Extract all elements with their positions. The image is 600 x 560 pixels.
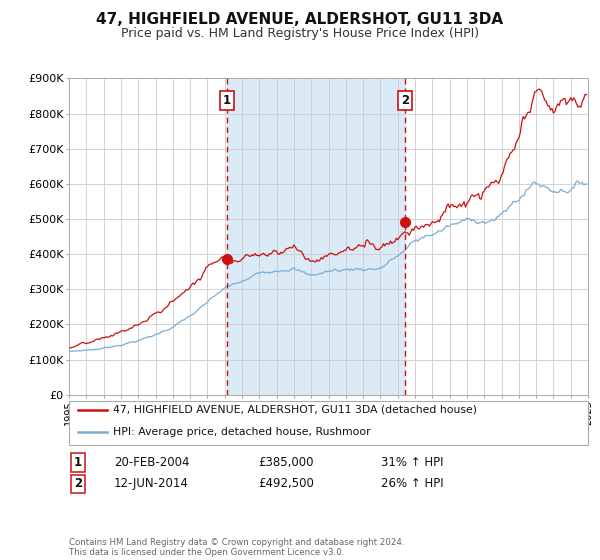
Text: 20-FEB-2004: 20-FEB-2004 [114, 456, 190, 469]
Text: £385,000: £385,000 [258, 456, 314, 469]
Text: £492,500: £492,500 [258, 477, 314, 491]
Text: 47, HIGHFIELD AVENUE, ALDERSHOT, GU11 3DA: 47, HIGHFIELD AVENUE, ALDERSHOT, GU11 3D… [97, 12, 503, 27]
Text: 1: 1 [223, 94, 231, 107]
Text: Contains HM Land Registry data © Crown copyright and database right 2024.
This d: Contains HM Land Registry data © Crown c… [69, 538, 404, 557]
Text: 26% ↑ HPI: 26% ↑ HPI [381, 477, 443, 491]
Text: HPI: Average price, detached house, Rushmoor: HPI: Average price, detached house, Rush… [113, 427, 370, 437]
Text: 1: 1 [74, 456, 82, 469]
Text: Price paid vs. HM Land Registry's House Price Index (HPI): Price paid vs. HM Land Registry's House … [121, 27, 479, 40]
Text: 2: 2 [74, 477, 82, 491]
Text: 12-JUN-2014: 12-JUN-2014 [114, 477, 189, 491]
Text: 2: 2 [401, 94, 410, 107]
Text: 31% ↑ HPI: 31% ↑ HPI [381, 456, 443, 469]
Bar [227, 78, 406, 395]
Text: 47, HIGHFIELD AVENUE, ALDERSHOT, GU11 3DA (detached house): 47, HIGHFIELD AVENUE, ALDERSHOT, GU11 3D… [113, 405, 477, 415]
